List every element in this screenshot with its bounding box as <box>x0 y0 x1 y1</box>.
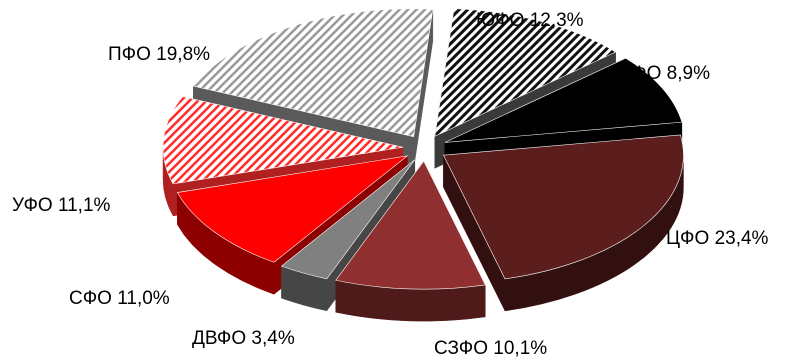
pie-slice-сзфо <box>335 160 486 290</box>
pie-slice-скфо <box>444 57 683 143</box>
pie-slice-цфо <box>442 134 684 280</box>
pie-slice-сфо <box>176 155 409 263</box>
pie-slice-двфо <box>280 159 416 280</box>
pie-slice-уфо <box>162 96 404 185</box>
pie-slice-юфо <box>434 8 617 137</box>
slice-label-yufo: ЮФО 12,3% <box>476 10 584 31</box>
slice-label-sfo: СФО 11,0% <box>69 288 170 309</box>
slice-label-dvfo: ДВФО 3,4% <box>192 328 295 349</box>
slice-label-szfo: СЗФО 10,1% <box>434 338 547 359</box>
slice-label-skfo: СКФО 8,9% <box>608 63 710 84</box>
slice-label-tsfo: ЦФО 23,4% <box>666 228 769 249</box>
pie-slices <box>162 8 684 322</box>
slice-label-ufo: УФО 11,1% <box>12 195 111 216</box>
slice-label-pfo: ПФО 19,8% <box>108 44 210 65</box>
pie-slice-пфо <box>192 8 434 138</box>
